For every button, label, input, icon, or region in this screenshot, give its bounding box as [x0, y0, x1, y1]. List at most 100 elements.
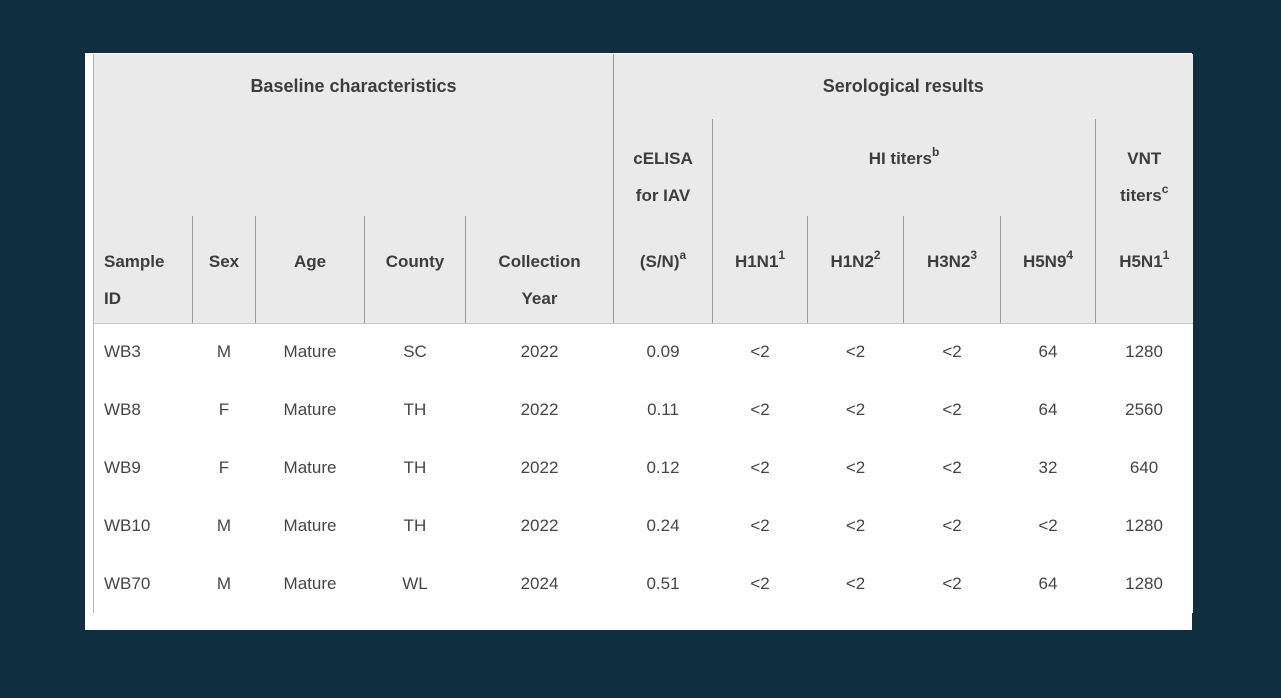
col-header-h5n1: H5N11 [1095, 216, 1193, 324]
cell-year: 2022 [465, 381, 614, 439]
sample-id-line1: Sample [104, 252, 165, 271]
vnt-line2: titersc [1096, 177, 1193, 214]
cell-county: WL [364, 555, 466, 613]
cell-year: 2024 [465, 555, 614, 613]
cell-h3n2: <2 [903, 497, 1001, 555]
cell-county: SC [364, 323, 466, 381]
cell-sample-id: WB70 [93, 555, 193, 613]
sn-sup: a [679, 248, 687, 263]
cell-h1n1: <2 [712, 439, 808, 497]
vnt-titers-text: titers [1120, 186, 1162, 205]
cell-h1n1: <2 [712, 381, 808, 439]
cell-h3n2: <2 [903, 381, 1001, 439]
cell-age: Mature [255, 439, 365, 497]
cell-sample-id: WB8 [93, 381, 193, 439]
vnt-line1: VNT [1127, 149, 1162, 168]
table-row: WB8 F Mature TH 2022 0.11 <2 <2 <2 64 25… [93, 381, 1193, 439]
cell-h5n1: 2560 [1095, 381, 1193, 439]
table-row: WB9 F Mature TH 2022 0.12 <2 <2 <2 32 64… [93, 439, 1193, 497]
cell-h1n2: <2 [807, 381, 904, 439]
cell-h3n2: <2 [903, 439, 1001, 497]
cell-h1n2: <2 [807, 439, 904, 497]
cell-county: TH [364, 497, 466, 555]
vnt-titers-sup: c [1161, 182, 1169, 197]
cell-sample-id: WB3 [93, 323, 193, 381]
cell-h1n1: <2 [712, 555, 808, 613]
hi-titers-sup: b [931, 145, 940, 160]
h5n9-sup: 4 [1066, 248, 1074, 263]
col-header-h5n9: H5N94 [1000, 216, 1096, 324]
cell-sn: 0.11 [613, 381, 713, 439]
cell-h5n1: 640 [1095, 439, 1193, 497]
cell-sample-id: WB10 [93, 497, 193, 555]
cell-h3n2: <2 [903, 555, 1001, 613]
serology-table: Baseline characteristics Serological res… [93, 54, 1193, 613]
cell-h5n9: 32 [1000, 439, 1096, 497]
column-header-row: Sample ID Sex Age County Collection Year… [93, 216, 1193, 324]
cell-age: Mature [255, 323, 365, 381]
h5n1-text: H5N1 [1119, 252, 1163, 271]
col-header-sample-id: Sample ID [93, 216, 193, 324]
col-header-h3n2: H3N23 [903, 216, 1001, 324]
cell-h1n2: <2 [807, 497, 904, 555]
cell-h5n9: 64 [1000, 381, 1096, 439]
cell-h5n1: 1280 [1095, 323, 1193, 381]
h1n1-text: H1N1 [734, 252, 779, 271]
mid-header-spacer [93, 119, 614, 216]
mid-header-hi-titers: HI titersb [712, 119, 1096, 216]
celisa-line1: cELISA [633, 149, 693, 168]
h3n2-sup: 3 [970, 248, 978, 263]
h5n1-sup: 1 [1162, 248, 1170, 263]
collection-line1: Collection [498, 252, 581, 271]
cell-age: Mature [255, 381, 365, 439]
col-header-sex: Sex [192, 216, 256, 324]
col-header-age: Age [255, 216, 365, 324]
cell-county: TH [364, 381, 466, 439]
table-card: Baseline characteristics Serological res… [85, 53, 1193, 630]
cell-h5n9: <2 [1000, 497, 1096, 555]
group-header-row: Baseline characteristics Serological res… [93, 54, 1193, 119]
h1n2-sup: 2 [873, 248, 881, 263]
h1n2-text: H1N2 [830, 252, 874, 271]
table-row: WB3 M Mature SC 2022 0.09 <2 <2 <2 64 12… [93, 323, 1193, 381]
cell-year: 2022 [465, 497, 614, 555]
cell-h1n1: <2 [712, 497, 808, 555]
hi-titers-text: HI titers [868, 149, 932, 168]
cell-h5n1: 1280 [1095, 497, 1193, 555]
cell-sn: 0.12 [613, 439, 713, 497]
cell-sn: 0.24 [613, 497, 713, 555]
cell-h1n1: <2 [712, 323, 808, 381]
cell-year: 2022 [465, 439, 614, 497]
sample-id-line2: ID [104, 289, 121, 308]
col-header-h1n2: H1N22 [807, 216, 904, 324]
cell-sample-id: WB9 [93, 439, 193, 497]
cell-h5n9: 64 [1000, 555, 1096, 613]
cell-county: TH [364, 439, 466, 497]
cell-sex: M [192, 323, 256, 381]
mid-header-celisa: cELISA for IAV [613, 119, 713, 216]
group-header-serological: Serological results [613, 54, 1193, 119]
col-header-collection-year: Collection Year [464, 216, 614, 324]
h1n1-sup: 1 [778, 248, 786, 263]
cell-h1n2: <2 [807, 323, 904, 381]
cell-age: Mature [255, 497, 365, 555]
cell-sex: F [192, 439, 256, 497]
cell-sn: 0.51 [613, 555, 713, 613]
h3n2-text: H3N2 [926, 252, 971, 271]
cell-h5n9: 64 [1000, 323, 1096, 381]
mid-header-row: cELISA for IAV HI titersb VNT titersc [93, 119, 1193, 216]
collection-line2: Year [521, 289, 558, 308]
table-row: WB70 M Mature WL 2024 0.51 <2 <2 <2 64 1… [93, 555, 1193, 613]
cell-sex: F [192, 381, 256, 439]
cell-sex: M [192, 497, 256, 555]
col-header-sn: (S/N)a [613, 216, 713, 324]
cell-sn: 0.09 [613, 323, 713, 381]
cell-h1n2: <2 [807, 555, 904, 613]
mid-header-vnt: VNT titersc [1095, 119, 1193, 216]
cell-age: Mature [255, 555, 365, 613]
h5n9-text: H5N9 [1022, 252, 1067, 271]
col-header-h1n1: H1N11 [712, 216, 808, 324]
cell-h5n1: 1280 [1095, 555, 1193, 613]
table-row: WB10 M Mature TH 2022 0.24 <2 <2 <2 <2 1… [93, 497, 1193, 555]
